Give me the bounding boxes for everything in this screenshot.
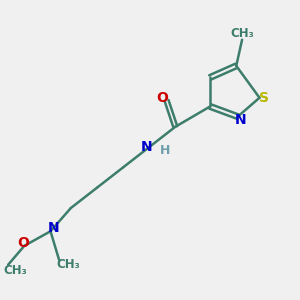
- Text: CH₃: CH₃: [230, 27, 254, 40]
- Text: CH₃: CH₃: [4, 264, 28, 277]
- Text: O: O: [156, 91, 168, 105]
- Text: N: N: [235, 112, 246, 127]
- Text: H: H: [160, 143, 170, 157]
- Text: N: N: [48, 221, 59, 236]
- Text: O: O: [17, 236, 29, 250]
- Text: N: N: [140, 140, 152, 154]
- Text: CH₃: CH₃: [56, 258, 80, 271]
- Text: S: S: [259, 91, 269, 105]
